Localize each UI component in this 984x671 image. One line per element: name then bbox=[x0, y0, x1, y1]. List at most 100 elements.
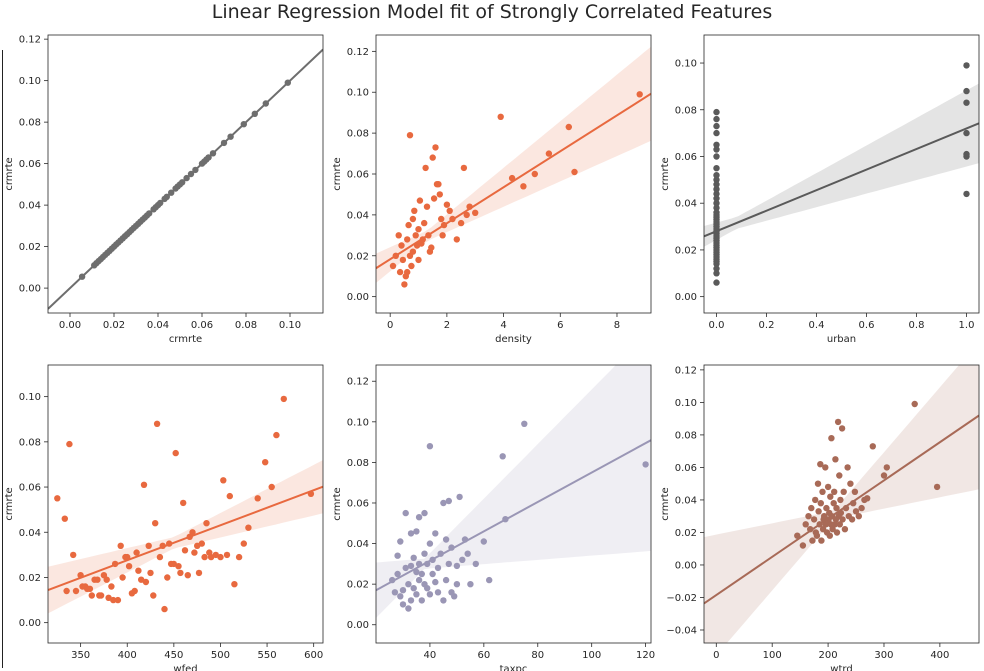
data-point bbox=[189, 529, 196, 536]
data-point bbox=[421, 509, 428, 517]
axes-frame bbox=[703, 364, 980, 644]
data-point bbox=[438, 215, 445, 223]
data-point bbox=[135, 567, 142, 574]
data-point bbox=[133, 549, 140, 556]
data-point bbox=[713, 270, 720, 277]
data-point bbox=[407, 562, 415, 570]
y-tick-label: 0.00 bbox=[19, 618, 41, 629]
data-point bbox=[713, 279, 720, 286]
y-tick-label: 0.02 bbox=[347, 251, 369, 262]
data-point bbox=[823, 504, 830, 512]
data-point bbox=[828, 435, 835, 442]
data-point bbox=[565, 123, 572, 131]
data-point bbox=[713, 265, 720, 272]
y-tick-label: 0.12 bbox=[675, 365, 697, 376]
x-axis-label: density bbox=[495, 334, 532, 345]
data-point bbox=[451, 593, 458, 600]
data-point bbox=[110, 596, 117, 604]
data-point bbox=[713, 141, 720, 148]
y-tick-label: 0.04 bbox=[675, 495, 697, 506]
y-tick-label: 0.10 bbox=[675, 59, 697, 70]
data-point bbox=[147, 569, 154, 577]
data-point bbox=[203, 520, 210, 527]
data-point bbox=[435, 181, 442, 188]
data-point bbox=[839, 516, 846, 523]
axes-frame bbox=[703, 34, 980, 314]
data-point bbox=[405, 605, 412, 612]
y-tick-label: 0.00 bbox=[675, 292, 697, 303]
x-tick-label: 200 bbox=[819, 650, 838, 661]
regression-line bbox=[376, 439, 651, 592]
data-point bbox=[809, 537, 816, 544]
data-point bbox=[439, 232, 446, 239]
x-tick-label: 350 bbox=[71, 650, 90, 661]
y-axis-label: crmrte bbox=[4, 157, 15, 190]
data-point bbox=[440, 499, 447, 507]
data-point bbox=[838, 425, 846, 432]
data-point bbox=[713, 122, 720, 130]
data-point bbox=[813, 532, 821, 539]
data-point bbox=[636, 91, 643, 98]
x-tick-label: 550 bbox=[258, 650, 277, 661]
data-point bbox=[406, 132, 414, 139]
data-point bbox=[520, 183, 527, 190]
data-point bbox=[848, 516, 856, 523]
data-point bbox=[413, 591, 420, 598]
data-point bbox=[821, 513, 828, 520]
data-point bbox=[963, 99, 970, 106]
y-tick-label: 0.02 bbox=[675, 245, 697, 256]
data-point bbox=[713, 108, 720, 116]
data-point bbox=[817, 461, 824, 468]
data-point bbox=[416, 197, 424, 204]
data-point bbox=[72, 587, 80, 595]
data-point bbox=[394, 552, 401, 559]
data-point bbox=[415, 226, 422, 233]
x-tick-label: 0.0 bbox=[709, 320, 725, 331]
subplot-1: 0.00 0.02 0.04 0.06 0.08 0.10 0.00 0.02 0.04 0.06… bbox=[4, 34, 324, 345]
data-point bbox=[457, 219, 465, 227]
data-point bbox=[847, 480, 854, 487]
y-tick-label: 0.02 bbox=[19, 242, 41, 253]
data-point bbox=[407, 530, 415, 537]
x-tick-label: 0.00 bbox=[59, 320, 81, 331]
y-tick-label: 0.08 bbox=[19, 437, 41, 448]
data-point bbox=[223, 551, 231, 559]
data-point bbox=[814, 480, 822, 487]
data-point bbox=[822, 521, 829, 528]
data-point bbox=[432, 578, 439, 586]
data-point bbox=[108, 583, 115, 590]
y-tick-label: 0.04 bbox=[347, 210, 369, 221]
subplot-6: 0 100 200 300 400 −0.04 −0.02 0.00 0.02 0.04 0.06 0… bbox=[660, 364, 980, 671]
data-point bbox=[88, 592, 96, 599]
subplot-4: 350 400 450 500 550 600 0.00 0.02 0.04 0.06 0.08 0.… bbox=[4, 364, 324, 671]
data-point bbox=[409, 215, 417, 223]
y-tick-label: 0.08 bbox=[347, 458, 369, 469]
data-point bbox=[713, 181, 720, 188]
data-point bbox=[815, 508, 822, 515]
x-tick-label: 100 bbox=[763, 650, 782, 661]
data-point bbox=[429, 154, 436, 161]
data-point bbox=[963, 87, 970, 95]
x-axis-label: crmrte bbox=[169, 334, 202, 345]
data-point bbox=[545, 150, 553, 157]
data-point bbox=[794, 532, 801, 539]
data-point bbox=[70, 551, 77, 559]
x-tick-label: 0.08 bbox=[235, 320, 257, 331]
data-point bbox=[181, 547, 189, 554]
data-point bbox=[397, 593, 404, 600]
data-point bbox=[114, 596, 122, 604]
x-axis-label: wtrd bbox=[830, 664, 852, 671]
y-tick-label: 0.08 bbox=[19, 118, 41, 129]
data-point bbox=[131, 587, 138, 595]
data-point bbox=[855, 513, 862, 520]
data-point bbox=[799, 542, 807, 549]
regression-line bbox=[704, 414, 979, 605]
data-point bbox=[245, 524, 252, 531]
data-point bbox=[94, 576, 101, 583]
data-point bbox=[805, 513, 812, 520]
data-point bbox=[413, 568, 420, 576]
data-point bbox=[422, 164, 429, 172]
y-tick-label: 0.06 bbox=[675, 463, 697, 474]
data-point bbox=[963, 150, 970, 158]
x-tick-label: 0 bbox=[387, 320, 393, 331]
